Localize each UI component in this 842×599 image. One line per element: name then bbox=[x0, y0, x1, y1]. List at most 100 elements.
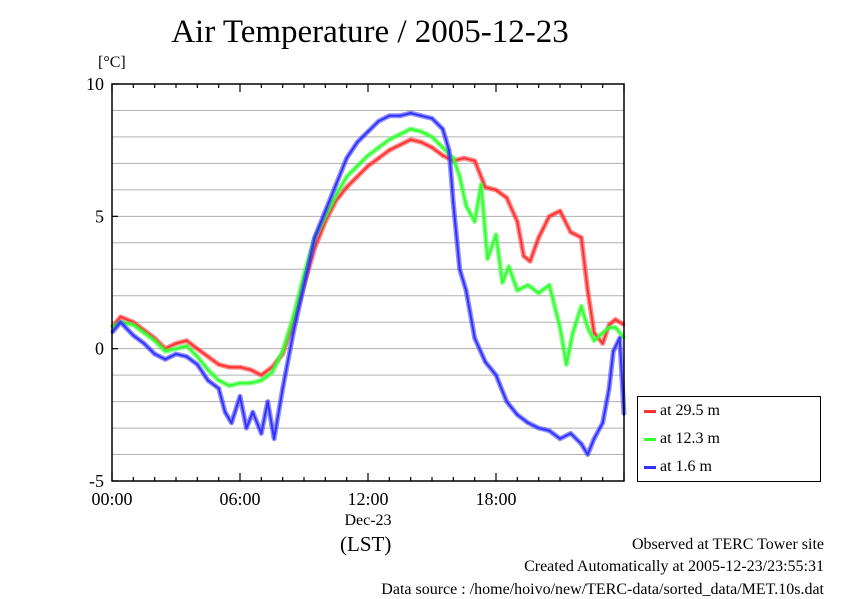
data-point bbox=[526, 421, 530, 424]
data-point bbox=[569, 231, 572, 234]
data-point bbox=[558, 437, 562, 440]
footer-created: Created Automatically at 2005-12-23/23:5… bbox=[524, 558, 824, 575]
series-halo-0 bbox=[110, 137, 626, 378]
data-point bbox=[398, 114, 402, 118]
data-point bbox=[153, 352, 156, 356]
data-point bbox=[409, 138, 412, 141]
data-point bbox=[486, 257, 489, 260]
data-point bbox=[537, 236, 540, 239]
data-point bbox=[249, 368, 252, 371]
data-point bbox=[430, 146, 434, 149]
data-point bbox=[484, 186, 487, 189]
legend-label-1-6m: at 1.6 m bbox=[660, 458, 712, 475]
data-point bbox=[281, 387, 284, 390]
data-point bbox=[409, 127, 412, 131]
data-point bbox=[601, 331, 604, 334]
data-point bbox=[270, 371, 274, 374]
legend: at 29.5 m at 12.3 m at 1.6 m bbox=[637, 396, 821, 482]
x-tick-label: 12:00 bbox=[347, 489, 388, 509]
data-point bbox=[292, 315, 295, 319]
data-point bbox=[249, 381, 252, 385]
data-point bbox=[388, 114, 391, 118]
data-point bbox=[409, 111, 412, 115]
x-date-label: Dec-23 bbox=[344, 512, 391, 529]
data-point bbox=[223, 411, 227, 414]
legend-label-12-3m: at 12.3 m bbox=[660, 430, 720, 447]
data-point bbox=[260, 373, 263, 377]
data-point bbox=[592, 339, 596, 342]
data-point bbox=[526, 283, 530, 287]
data-point bbox=[516, 413, 519, 416]
data-point bbox=[388, 149, 391, 152]
legend-swatch-29-5m bbox=[644, 409, 656, 413]
data-point bbox=[356, 164, 359, 168]
footer-site: Observed at TERC Tower site bbox=[631, 536, 824, 553]
data-point bbox=[558, 209, 562, 213]
data-point bbox=[516, 220, 519, 223]
data-point bbox=[507, 265, 510, 268]
data-point bbox=[441, 127, 444, 131]
data-point bbox=[565, 363, 568, 366]
data-point bbox=[206, 379, 210, 382]
data-point bbox=[494, 188, 498, 192]
data-point bbox=[217, 387, 220, 390]
data-point bbox=[586, 326, 589, 329]
data-point bbox=[174, 342, 178, 345]
data-point bbox=[430, 135, 434, 139]
chart-title: Air Temperature / 2005-12-23 bbox=[171, 14, 569, 50]
data-point bbox=[501, 281, 504, 284]
legend-swatch-1-6m bbox=[644, 465, 656, 469]
data-point bbox=[441, 146, 444, 149]
legend-item-1-6m: at 1.6 m bbox=[644, 457, 712, 477]
data-point bbox=[119, 315, 122, 319]
data-point bbox=[516, 289, 519, 292]
x-tick-label: 06:00 bbox=[219, 489, 260, 509]
data-point bbox=[537, 291, 540, 295]
data-point bbox=[206, 368, 210, 371]
data-point bbox=[345, 175, 348, 178]
data-point bbox=[505, 400, 508, 403]
data-point bbox=[238, 381, 242, 385]
data-point bbox=[366, 164, 370, 168]
data-point bbox=[420, 141, 423, 144]
data-point bbox=[464, 204, 468, 207]
data-point bbox=[505, 196, 508, 199]
data-point bbox=[153, 339, 156, 342]
footer-source: Data source : /home/hoivo/new/TERC-data/… bbox=[381, 581, 824, 598]
data-point bbox=[548, 429, 551, 432]
data-point bbox=[366, 154, 370, 157]
data-point bbox=[614, 318, 617, 321]
data-point bbox=[260, 379, 263, 382]
y-tick-label: 10 bbox=[86, 74, 104, 94]
data-series bbox=[110, 110, 627, 457]
data-point bbox=[356, 141, 359, 144]
data-point bbox=[580, 236, 583, 239]
data-point bbox=[132, 334, 135, 337]
data-point bbox=[334, 183, 338, 186]
data-point bbox=[302, 283, 306, 287]
data-point bbox=[548, 215, 551, 218]
x-tick-label: 00:00 bbox=[91, 489, 132, 509]
data-point bbox=[447, 149, 451, 152]
data-point bbox=[420, 130, 423, 133]
data-point bbox=[142, 342, 146, 345]
data-point bbox=[558, 326, 562, 329]
data-point bbox=[528, 260, 532, 263]
data-point bbox=[473, 336, 476, 340]
x-tick-label: 18:00 bbox=[475, 489, 516, 509]
data-point bbox=[522, 254, 525, 258]
data-point bbox=[272, 437, 276, 440]
data-point bbox=[292, 331, 295, 334]
data-point bbox=[586, 289, 589, 292]
data-point bbox=[377, 119, 380, 123]
data-point bbox=[345, 156, 348, 160]
data-point bbox=[174, 347, 178, 350]
data-point bbox=[430, 117, 434, 120]
data-point bbox=[473, 220, 476, 223]
data-point bbox=[441, 154, 444, 157]
x-axis-timezone-label: (LST) bbox=[340, 532, 392, 556]
data-point bbox=[612, 350, 615, 353]
legend-item-29-5m: at 29.5 m bbox=[644, 401, 720, 421]
data-point bbox=[479, 183, 483, 186]
data-point bbox=[377, 146, 380, 149]
